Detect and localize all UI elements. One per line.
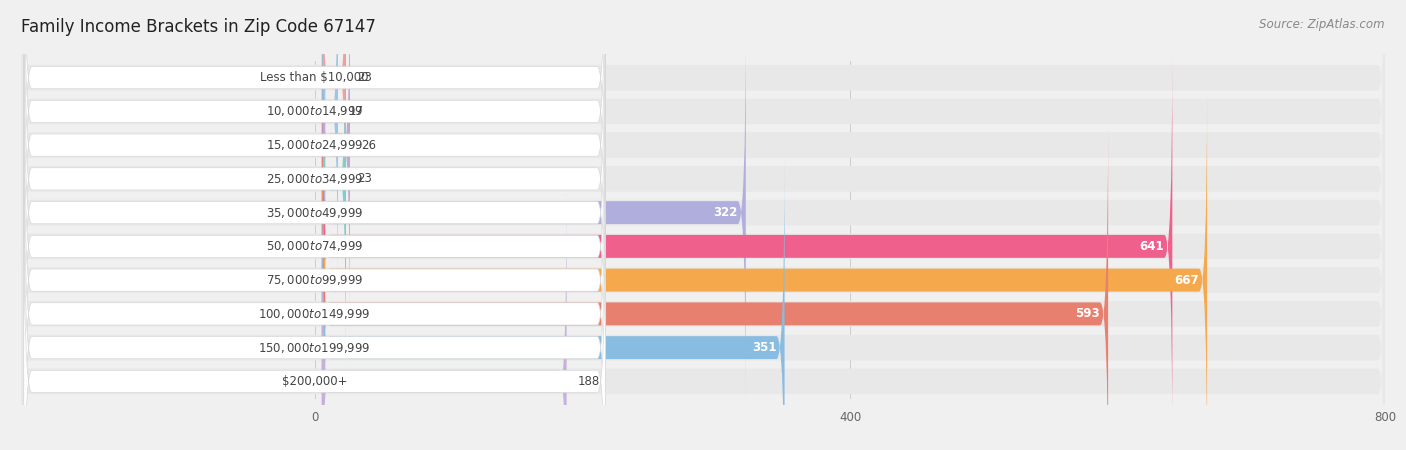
Text: $50,000 to $74,999: $50,000 to $74,999 bbox=[266, 239, 363, 253]
FancyBboxPatch shape bbox=[24, 21, 606, 404]
FancyBboxPatch shape bbox=[21, 57, 1385, 369]
FancyBboxPatch shape bbox=[21, 124, 1385, 436]
Text: 23: 23 bbox=[357, 71, 371, 84]
FancyBboxPatch shape bbox=[24, 0, 606, 370]
Text: 322: 322 bbox=[713, 206, 738, 219]
Text: 23: 23 bbox=[357, 172, 371, 185]
FancyBboxPatch shape bbox=[24, 0, 606, 303]
FancyBboxPatch shape bbox=[322, 55, 1173, 437]
FancyBboxPatch shape bbox=[21, 0, 1385, 267]
Text: $10,000 to $14,999: $10,000 to $14,999 bbox=[266, 104, 363, 118]
FancyBboxPatch shape bbox=[24, 0, 606, 337]
Text: 188: 188 bbox=[578, 375, 599, 388]
FancyBboxPatch shape bbox=[322, 0, 350, 336]
FancyBboxPatch shape bbox=[322, 0, 346, 269]
Text: 26: 26 bbox=[361, 139, 375, 152]
FancyBboxPatch shape bbox=[322, 89, 1208, 450]
FancyBboxPatch shape bbox=[322, 123, 1108, 450]
FancyBboxPatch shape bbox=[21, 225, 1385, 450]
FancyBboxPatch shape bbox=[21, 0, 1385, 234]
Text: $200,000+: $200,000+ bbox=[281, 375, 347, 388]
FancyBboxPatch shape bbox=[21, 23, 1385, 335]
FancyBboxPatch shape bbox=[322, 157, 785, 450]
FancyBboxPatch shape bbox=[24, 122, 606, 450]
FancyBboxPatch shape bbox=[24, 156, 606, 450]
FancyBboxPatch shape bbox=[322, 190, 567, 450]
Text: $100,000 to $149,999: $100,000 to $149,999 bbox=[259, 307, 371, 321]
FancyBboxPatch shape bbox=[24, 190, 606, 450]
Text: Less than $10,000: Less than $10,000 bbox=[260, 71, 368, 84]
Text: 641: 641 bbox=[1140, 240, 1164, 253]
Text: $15,000 to $24,999: $15,000 to $24,999 bbox=[266, 138, 363, 152]
Text: 667: 667 bbox=[1174, 274, 1199, 287]
Text: $75,000 to $99,999: $75,000 to $99,999 bbox=[266, 273, 363, 287]
FancyBboxPatch shape bbox=[24, 0, 606, 269]
Text: 17: 17 bbox=[349, 105, 364, 118]
Text: 593: 593 bbox=[1076, 307, 1099, 320]
Text: Source: ZipAtlas.com: Source: ZipAtlas.com bbox=[1260, 18, 1385, 31]
FancyBboxPatch shape bbox=[21, 0, 1385, 301]
FancyBboxPatch shape bbox=[24, 55, 606, 438]
Text: $35,000 to $49,999: $35,000 to $49,999 bbox=[266, 206, 363, 220]
Text: Family Income Brackets in Zip Code 67147: Family Income Brackets in Zip Code 67147 bbox=[21, 18, 375, 36]
FancyBboxPatch shape bbox=[21, 158, 1385, 450]
Text: $25,000 to $34,999: $25,000 to $34,999 bbox=[266, 172, 363, 186]
FancyBboxPatch shape bbox=[21, 192, 1385, 450]
FancyBboxPatch shape bbox=[322, 22, 745, 404]
FancyBboxPatch shape bbox=[322, 0, 346, 370]
Text: 351: 351 bbox=[752, 341, 776, 354]
FancyBboxPatch shape bbox=[322, 0, 337, 302]
Text: $150,000 to $199,999: $150,000 to $199,999 bbox=[259, 341, 371, 355]
FancyBboxPatch shape bbox=[24, 89, 606, 450]
FancyBboxPatch shape bbox=[21, 90, 1385, 402]
